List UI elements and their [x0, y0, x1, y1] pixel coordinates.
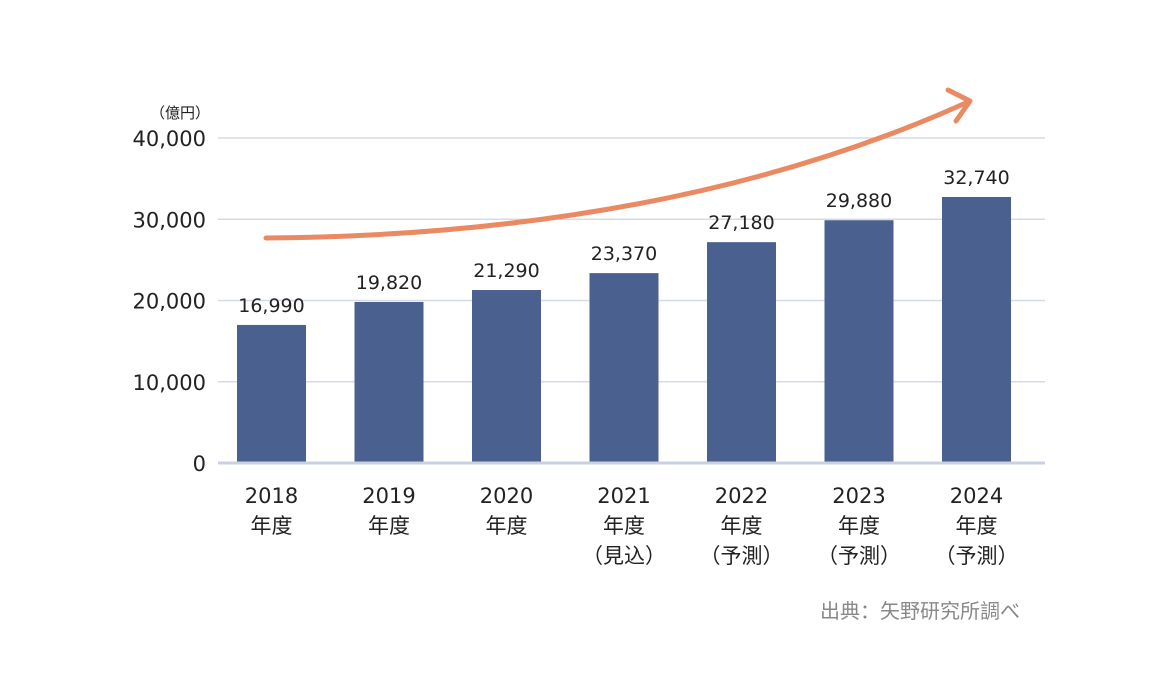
- trend-arrow-head: [945, 87, 973, 124]
- x-tick-label: 年度: [956, 514, 998, 538]
- bar-value-label: 19,820: [356, 272, 422, 294]
- source-note: 出典：矢野研究所調べ: [820, 599, 1020, 623]
- x-tick-label: 2020: [480, 484, 533, 508]
- x-tick-label: 2024: [950, 484, 1003, 508]
- bar-value-label: 16,990: [238, 295, 304, 317]
- bar-value-label: 32,740: [943, 167, 1009, 189]
- x-tick-label: （予測）: [935, 544, 1019, 568]
- chart-labels: 0 10,000 20,000 30,000 40,000 16,990 2018 年度 19,…: [133, 127, 1019, 568]
- bar: [589, 273, 659, 462]
- x-tick-label: 年度: [486, 514, 528, 538]
- y-axis-unit-label: （億円）: [150, 104, 210, 122]
- x-tick-label: 2019: [362, 484, 415, 508]
- bar-value-label: 29,880: [826, 190, 892, 212]
- x-tick-label: 年度: [721, 514, 763, 538]
- x-tick-label: （予測）: [817, 544, 901, 568]
- x-tick-label: 2022: [715, 484, 768, 508]
- trend-arrow-line: [263, 99, 971, 241]
- trend-arrow: [263, 87, 973, 241]
- x-tick-label: 年度: [838, 514, 880, 538]
- bar: [707, 242, 776, 462]
- bar-value-label: 21,290: [473, 260, 539, 282]
- x-tick-label: 年度: [251, 514, 293, 538]
- bar: [237, 324, 306, 462]
- bar: [472, 290, 541, 462]
- y-tick-label: 30,000: [133, 208, 206, 232]
- y-tick-label: 20,000: [133, 290, 206, 314]
- y-tick-label: 40,000: [133, 127, 206, 151]
- x-tick-label: 2021: [597, 484, 650, 508]
- x-tick-label: （見込）: [582, 544, 666, 568]
- bar-value-label: 27,180: [708, 212, 774, 234]
- x-tick-label: 2023: [832, 484, 885, 508]
- bar: [942, 196, 1011, 462]
- y-tick-label: 0: [193, 452, 206, 476]
- bars: [237, 196, 1011, 462]
- bar-value-label: 23,370: [591, 243, 657, 265]
- x-tick-label: 年度: [603, 514, 645, 538]
- x-tick-label: 2018: [245, 484, 298, 508]
- bar: [354, 301, 424, 462]
- y-tick-label: 10,000: [133, 371, 206, 395]
- bar: [824, 220, 894, 462]
- x-tick-label: （予測）: [700, 544, 784, 568]
- x-tick-label: 年度: [368, 514, 410, 538]
